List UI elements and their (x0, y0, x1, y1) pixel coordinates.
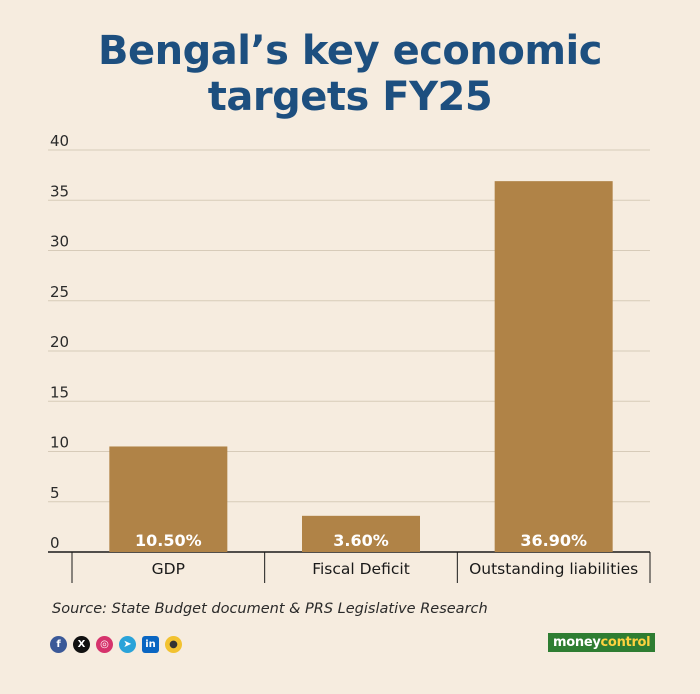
y-tick-label: 10 (50, 434, 69, 452)
linkedin-icon[interactable]: in (142, 636, 159, 653)
chart-title-line-1: Bengal’s key economic (98, 28, 602, 74)
telegram-icon[interactable]: ➤ (119, 636, 136, 653)
bar (109, 446, 228, 552)
y-tick-label: 5 (50, 484, 60, 502)
y-tick-label: 20 (50, 333, 69, 351)
chart-title: Bengal’s key economic targets FY25 (0, 28, 700, 120)
data-label: 3.60% (333, 531, 389, 550)
y-tick-label: 40 (50, 132, 69, 150)
facebook-icon[interactable]: f (50, 636, 67, 653)
brand-logo-part-1: money (553, 635, 601, 650)
brand-logo: moneycontrol (548, 633, 656, 652)
bar-chart: 0 5 10 15 20 25 30 35 40 10.50% GDP 3.60% Fiscal Def… (48, 132, 651, 583)
source-note: Source: State Budget document & PRS Legi… (52, 601, 488, 617)
x-tick-label: Outstanding liabilities (469, 560, 638, 578)
bar (494, 181, 613, 552)
x-icon[interactable]: X (73, 636, 90, 653)
y-tick-label: 30 (50, 233, 69, 251)
instagram-icon[interactable]: ◎ (96, 636, 113, 653)
y-tick-label: 25 (50, 283, 69, 301)
data-label: 10.50% (135, 531, 202, 550)
x-tick-label: GDP (152, 560, 185, 578)
y-tick-label: 0 (50, 534, 60, 552)
bar (302, 515, 420, 552)
y-tick-label: 15 (50, 383, 69, 401)
brand-logo-part-2: control (600, 635, 651, 650)
koo-icon[interactable]: ● (165, 636, 182, 653)
data-label: 36.90% (520, 531, 587, 550)
social-icons: f X ◎ ➤ in ● (50, 636, 182, 653)
x-tick-label: Fiscal Deficit (312, 560, 410, 578)
chart-title-line-2: targets FY25 (207, 74, 493, 120)
y-tick-label: 35 (50, 182, 69, 200)
